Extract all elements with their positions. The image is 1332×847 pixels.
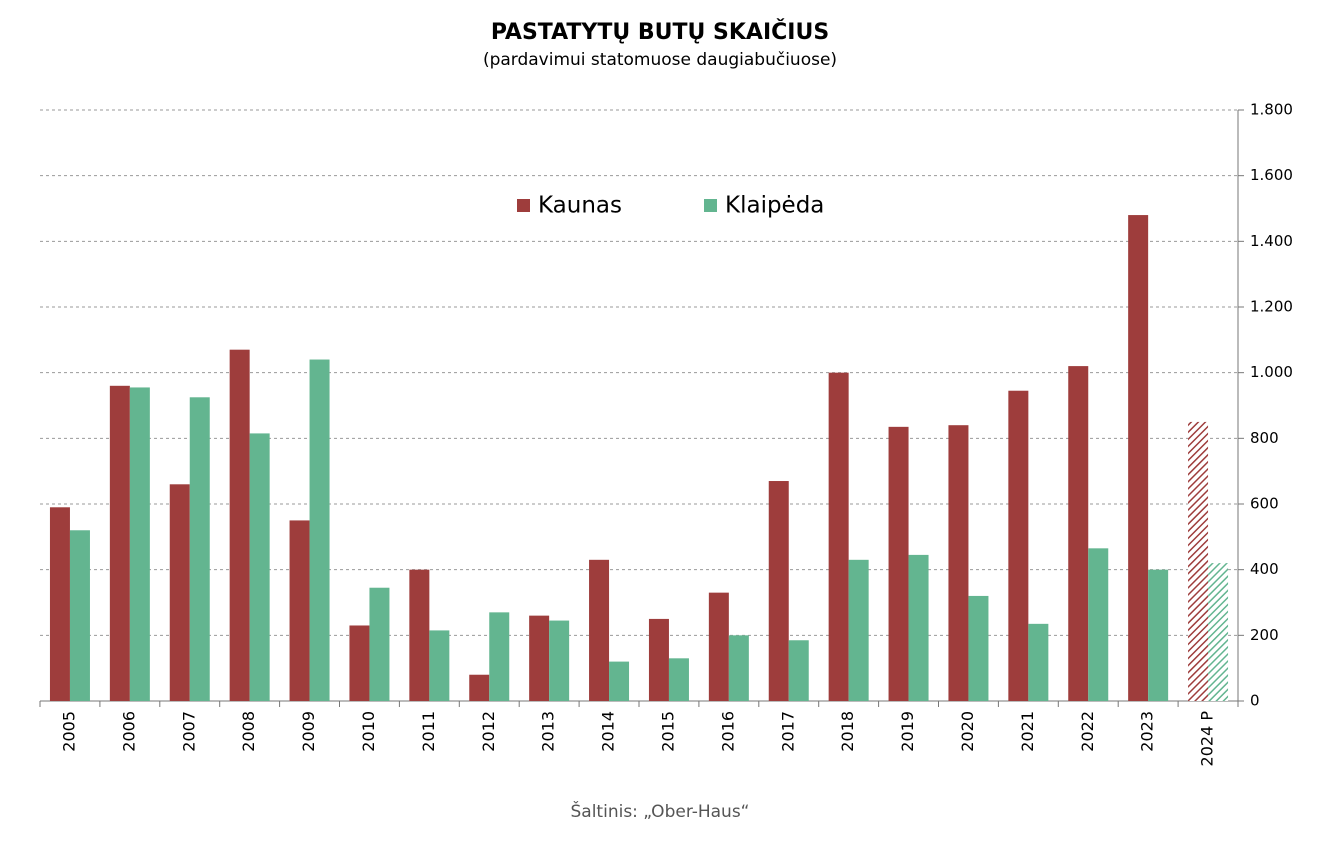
bar xyxy=(189,397,210,701)
y-tick-label: 1.200 xyxy=(1250,298,1293,316)
bar xyxy=(49,507,70,701)
bar xyxy=(728,635,749,701)
y-tick-label: 0 xyxy=(1250,692,1260,710)
bar xyxy=(828,372,849,701)
x-tick-label: 2009 xyxy=(299,711,318,752)
bar xyxy=(1188,421,1209,701)
bar xyxy=(1028,623,1049,701)
bar xyxy=(708,592,729,701)
bar xyxy=(169,484,190,701)
legend-label: Kaunas xyxy=(538,193,622,219)
bar xyxy=(968,595,989,701)
x-tick-label: 2012 xyxy=(479,711,498,752)
bar xyxy=(1208,563,1229,701)
bar xyxy=(1148,569,1169,701)
x-tick-label: 2021 xyxy=(1018,711,1037,752)
x-tick-label: 2019 xyxy=(898,711,917,752)
bar xyxy=(908,554,929,701)
bar xyxy=(489,612,510,701)
bar xyxy=(309,359,330,701)
bar xyxy=(229,349,250,701)
x-tick-label: 2020 xyxy=(958,711,977,752)
bar xyxy=(69,530,90,701)
y-tick-label: 1.600 xyxy=(1250,166,1293,184)
bar xyxy=(409,569,430,701)
x-tick-label: 2011 xyxy=(419,711,438,752)
bar xyxy=(888,426,909,701)
bar xyxy=(369,587,390,701)
x-tick-label: 2023 xyxy=(1138,711,1157,752)
y-tick-label: 1.800 xyxy=(1250,101,1293,119)
x-tick-label: 2006 xyxy=(119,711,138,752)
y-tick-label: 1.000 xyxy=(1250,363,1293,381)
bar xyxy=(109,385,130,701)
y-tick-label: 400 xyxy=(1250,560,1279,578)
bar xyxy=(1008,390,1029,701)
x-tick-label: 2016 xyxy=(718,711,737,752)
bar xyxy=(668,658,689,701)
bar xyxy=(129,387,150,701)
bar xyxy=(249,433,270,701)
bar xyxy=(788,640,809,701)
bar xyxy=(289,520,310,701)
bar xyxy=(549,620,570,701)
bar xyxy=(1128,215,1149,702)
x-tick-label: 2008 xyxy=(239,711,258,752)
bar xyxy=(429,630,450,701)
bar xyxy=(768,481,789,701)
bar xyxy=(648,618,669,701)
bar xyxy=(609,661,630,701)
source: Šaltinis: „Ober-Haus“ xyxy=(571,800,750,822)
x-tick-label: 2022 xyxy=(1078,711,1097,752)
x-tick-label: 2024 P xyxy=(1198,711,1217,767)
legend-swatch xyxy=(704,199,717,212)
x-tick-label: 2017 xyxy=(778,711,797,752)
x-tick-label: 2014 xyxy=(599,711,618,752)
y-tick-label: 800 xyxy=(1250,429,1279,447)
bar xyxy=(1068,366,1089,701)
legend-swatch xyxy=(517,199,530,212)
x-tick-label: 2013 xyxy=(539,711,558,752)
bar xyxy=(1088,548,1109,701)
x-tick-label: 2005 xyxy=(59,711,78,752)
bar xyxy=(948,425,969,701)
bar xyxy=(848,559,869,701)
x-tick-label: 2007 xyxy=(179,711,198,752)
y-tick-label: 200 xyxy=(1250,626,1279,644)
bar xyxy=(469,674,490,701)
chart-subtitle: (pardavimui statomuose daugiabučiuose) xyxy=(483,50,837,70)
bar xyxy=(349,625,370,701)
x-tick-label: 2018 xyxy=(838,711,857,752)
y-tick-label: 600 xyxy=(1250,495,1279,513)
x-tick-label: 2015 xyxy=(658,711,677,752)
legend-label: Klaipėda xyxy=(725,193,824,219)
bar xyxy=(529,615,550,701)
x-tick-label: 2010 xyxy=(359,711,378,752)
chart-title: PASTATYTŲ BUTŲ SKAIČIUS xyxy=(491,19,829,45)
bar xyxy=(589,559,610,701)
y-tick-label: 1.400 xyxy=(1250,232,1293,250)
